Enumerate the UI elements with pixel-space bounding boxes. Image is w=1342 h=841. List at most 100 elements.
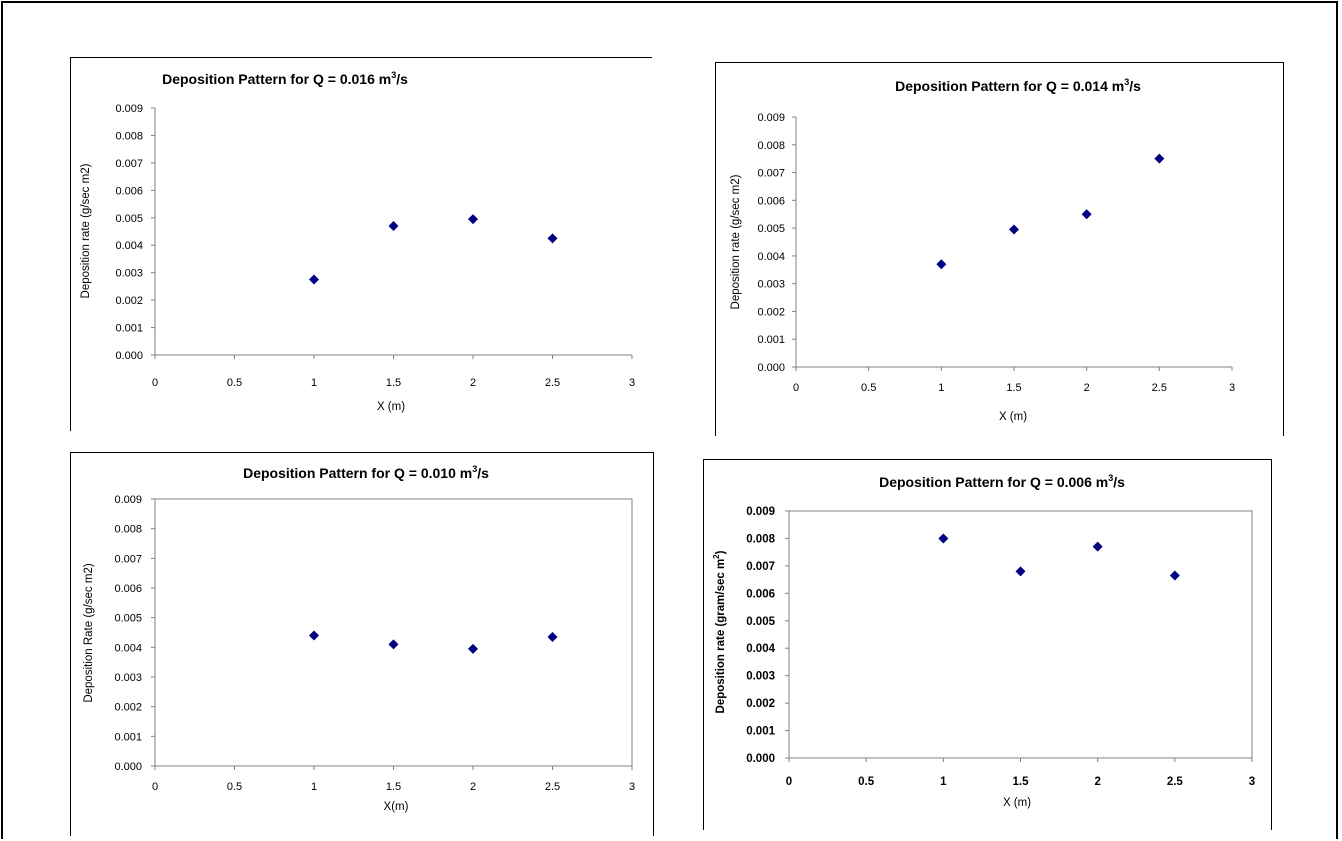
- x-tick-label: 0: [793, 382, 799, 394]
- chart-q-0006: 0.000 0.001 0.002 0.003 0.004 0.005 0.006 0.007…: [703, 459, 1272, 830]
- y-tick-label: 0.001: [115, 323, 143, 335]
- data-point: [547, 631, 558, 642]
- y-tick-label: 0.002: [757, 306, 785, 318]
- data-point: [388, 639, 399, 650]
- y-tick-label: 0.003: [114, 672, 142, 684]
- x-tick-label: 2.5: [1152, 382, 1167, 394]
- y-tick-label: 0.002: [115, 295, 143, 307]
- data-point: [1154, 153, 1165, 164]
- y-tick-label: 0.002: [114, 702, 142, 714]
- y-tick-label: 0.007: [114, 553, 142, 565]
- y-tick-label: 0.009: [746, 506, 775, 518]
- x-axis-label: X (m): [1003, 797, 1031, 809]
- data-point: [1015, 566, 1026, 577]
- data-point: [468, 643, 478, 654]
- y-tick-label: 0.001: [746, 726, 775, 738]
- x-tick-label: 1: [938, 382, 944, 394]
- x-tick-label: 1.5: [386, 781, 401, 793]
- y-tick-label: 0.008: [757, 140, 785, 152]
- chart-title: Deposition Pattern for Q = 0.014 m3/s: [895, 77, 1141, 94]
- plot-area-border: [788, 510, 1253, 759]
- x-tick-label: 2: [470, 781, 476, 793]
- y-tick-label: 0.009: [757, 112, 785, 124]
- y-tick-label: 0.006: [114, 583, 142, 595]
- chart-title-tail: /s: [477, 465, 489, 481]
- chart-title-main: Deposition Pattern for Q = 0.010 m: [243, 465, 472, 481]
- y-tick-label: 0.008: [114, 524, 142, 536]
- x-tick-label: 0.5: [861, 382, 876, 394]
- y-tick-label: 0.000: [757, 362, 785, 374]
- x-tick-label: 2.5: [1167, 776, 1184, 788]
- y-tick-label: 0.000: [746, 753, 775, 765]
- y-tick-label: 0.008: [746, 533, 775, 545]
- chart-title-main: Deposition Pattern for Q = 0.006 m: [879, 474, 1108, 490]
- x-tick-label: 0.5: [227, 781, 242, 793]
- chart-title-tail: /s: [1113, 474, 1125, 490]
- x-tick-label: 2: [1084, 382, 1090, 394]
- y-tick-label: 0.009: [115, 103, 143, 115]
- x-tick-label: 2.5: [545, 781, 560, 793]
- y-tick-label: 0.006: [757, 195, 785, 207]
- chart-title-sup: 3: [1124, 77, 1129, 87]
- chart-svg: 0.000 0.001 0.002 0.003 0.004 0.005 0.006 0.007…: [80, 70, 635, 413]
- chart-title-sup: 3: [472, 464, 477, 474]
- plot-area-border: [154, 498, 633, 767]
- data-point: [1009, 224, 1019, 235]
- y-axis-label: Deposition rate (g/sec m2): [80, 163, 92, 298]
- data-point: [309, 630, 319, 641]
- y-axis-label-main: Deposition rate (gram/sec m: [715, 559, 727, 714]
- y-axis-label: Deposition rate (g/sec m2): [730, 174, 742, 309]
- y-tick-label: 0.001: [114, 731, 142, 743]
- chart-title-sup: 3: [391, 70, 396, 80]
- x-tick-label: 1: [311, 781, 317, 793]
- y-tick-label: 0.003: [757, 279, 785, 291]
- chart-q-0014: 0.000 0.001 0.002 0.003 0.004 0.005 0.006 0.007…: [715, 62, 1284, 436]
- x-tick-label: 1.5: [386, 377, 401, 389]
- chart-svg: 0.000 0.001 0.002 0.003 0.004 0.005 0.006 0.007…: [730, 77, 1235, 423]
- y-tick-label: 0.000: [114, 761, 142, 773]
- x-tick-label: 3: [1229, 382, 1235, 394]
- y-tick-label: 0.003: [115, 268, 143, 280]
- y-tick-label: 0.005: [746, 616, 775, 628]
- chart-title: Deposition Pattern for Q = 0.006 m3/s: [879, 473, 1125, 490]
- x-tick-label: 1: [940, 776, 947, 788]
- data-point: [309, 274, 319, 285]
- y-tick-label: 0.007: [757, 168, 785, 180]
- y-tick-label: 0.004: [746, 643, 775, 655]
- x-tick-label: 0.5: [858, 776, 875, 788]
- y-tick-label: 0.007: [115, 158, 143, 170]
- y-tick-label: 0.004: [114, 642, 142, 654]
- y-tick-label: 0.001: [757, 334, 785, 346]
- x-tick-label: 1: [311, 377, 317, 389]
- x-tick-label: 0: [152, 781, 158, 793]
- data-point: [938, 533, 949, 544]
- y-tick-label: 0.005: [115, 213, 143, 225]
- y-tick-label: 0.004: [115, 240, 143, 252]
- y-tick-label: 0.008: [115, 130, 143, 142]
- y-tick-label: 0.006: [115, 185, 143, 197]
- chart-title: Deposition Pattern for Q = 0.016 m3/s: [162, 70, 408, 87]
- chart-q-0010: 0.000 0.001 0.002 0.003 0.004 0.005 0.006 0.007…: [70, 452, 654, 836]
- x-tick-label: 3: [629, 781, 635, 793]
- data-point: [936, 259, 947, 270]
- x-tick-label: 0: [152, 377, 158, 389]
- y-tick-label: 0.000: [115, 350, 143, 362]
- x-tick-label: 1.5: [1013, 776, 1030, 788]
- chart-title: Deposition Pattern for Q = 0.010 m3/s: [243, 464, 489, 481]
- data-point: [547, 233, 558, 244]
- x-tick-label: 2: [1094, 776, 1100, 788]
- x-axis-label: X (m): [377, 401, 405, 413]
- chart-title-tail: /s: [396, 71, 408, 87]
- y-tick-label: 0.007: [746, 561, 775, 573]
- y-axis-label-tail: ): [715, 550, 727, 554]
- y-tick-label: 0.002: [746, 698, 775, 710]
- chart-svg: 0.000 0.001 0.002 0.003 0.004 0.005 0.006 0.007…: [83, 464, 635, 813]
- x-tick-label: 0.5: [227, 377, 242, 389]
- y-axis-label: Deposition rate (gram/sec m2): [712, 550, 727, 713]
- y-tick-label: 0.006: [746, 588, 775, 600]
- x-tick-label: 2.5: [545, 377, 560, 389]
- data-point: [1081, 209, 1092, 220]
- chart-q-0016: 0.000 0.001 0.002 0.003 0.004 0.005 0.006 0.007…: [70, 57, 652, 431]
- chart-svg: 0.000 0.001 0.002 0.003 0.004 0.005 0.006 0.007…: [712, 473, 1255, 809]
